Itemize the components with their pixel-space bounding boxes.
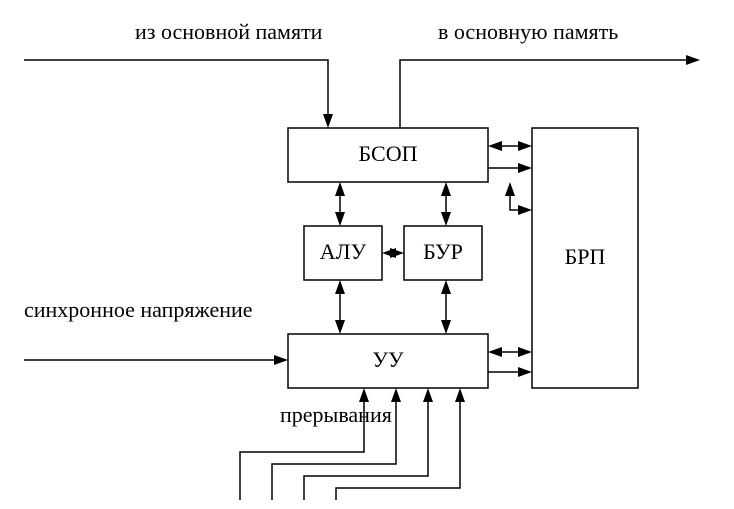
arrowhead bbox=[488, 141, 502, 151]
arrowhead bbox=[391, 388, 401, 402]
node-bur-label: БУР bbox=[423, 239, 463, 264]
arrowhead bbox=[441, 212, 451, 226]
arrowhead bbox=[335, 182, 345, 196]
node-bsop-label: БСОП bbox=[359, 141, 418, 166]
arrowhead bbox=[335, 212, 345, 226]
arrowhead bbox=[323, 114, 333, 128]
node-uu-label: УУ bbox=[372, 347, 404, 372]
arrowhead bbox=[518, 163, 532, 173]
arrowhead bbox=[274, 355, 288, 365]
label-from_mem: из основной памяти bbox=[135, 19, 323, 44]
arrowhead bbox=[382, 248, 396, 258]
node-brp-label: БРП bbox=[565, 244, 606, 269]
arrowhead bbox=[335, 320, 345, 334]
arrowhead bbox=[518, 367, 532, 377]
arrowhead bbox=[441, 280, 451, 294]
label-to_mem: в основную память bbox=[438, 19, 618, 44]
arrowhead bbox=[441, 182, 451, 196]
arrowhead bbox=[686, 55, 700, 65]
edge-out-to-mem bbox=[400, 60, 687, 128]
arrowhead bbox=[518, 205, 532, 215]
arrowhead bbox=[335, 280, 345, 294]
label-interrupts: прерывания bbox=[280, 402, 392, 427]
node-alu-label: АЛУ bbox=[320, 239, 367, 264]
label-sync_volt: синхронное напряжение bbox=[24, 297, 253, 322]
arrowhead bbox=[423, 388, 433, 402]
arrowhead bbox=[505, 182, 515, 196]
arrowhead bbox=[359, 388, 369, 402]
arrowhead bbox=[441, 320, 451, 334]
edge-brp-bsop-loop bbox=[510, 195, 519, 210]
arrowhead bbox=[455, 388, 465, 402]
arrowhead bbox=[518, 347, 532, 357]
edge-in-from-mem bbox=[24, 60, 328, 115]
arrowhead bbox=[488, 347, 502, 357]
arrowhead bbox=[518, 141, 532, 151]
